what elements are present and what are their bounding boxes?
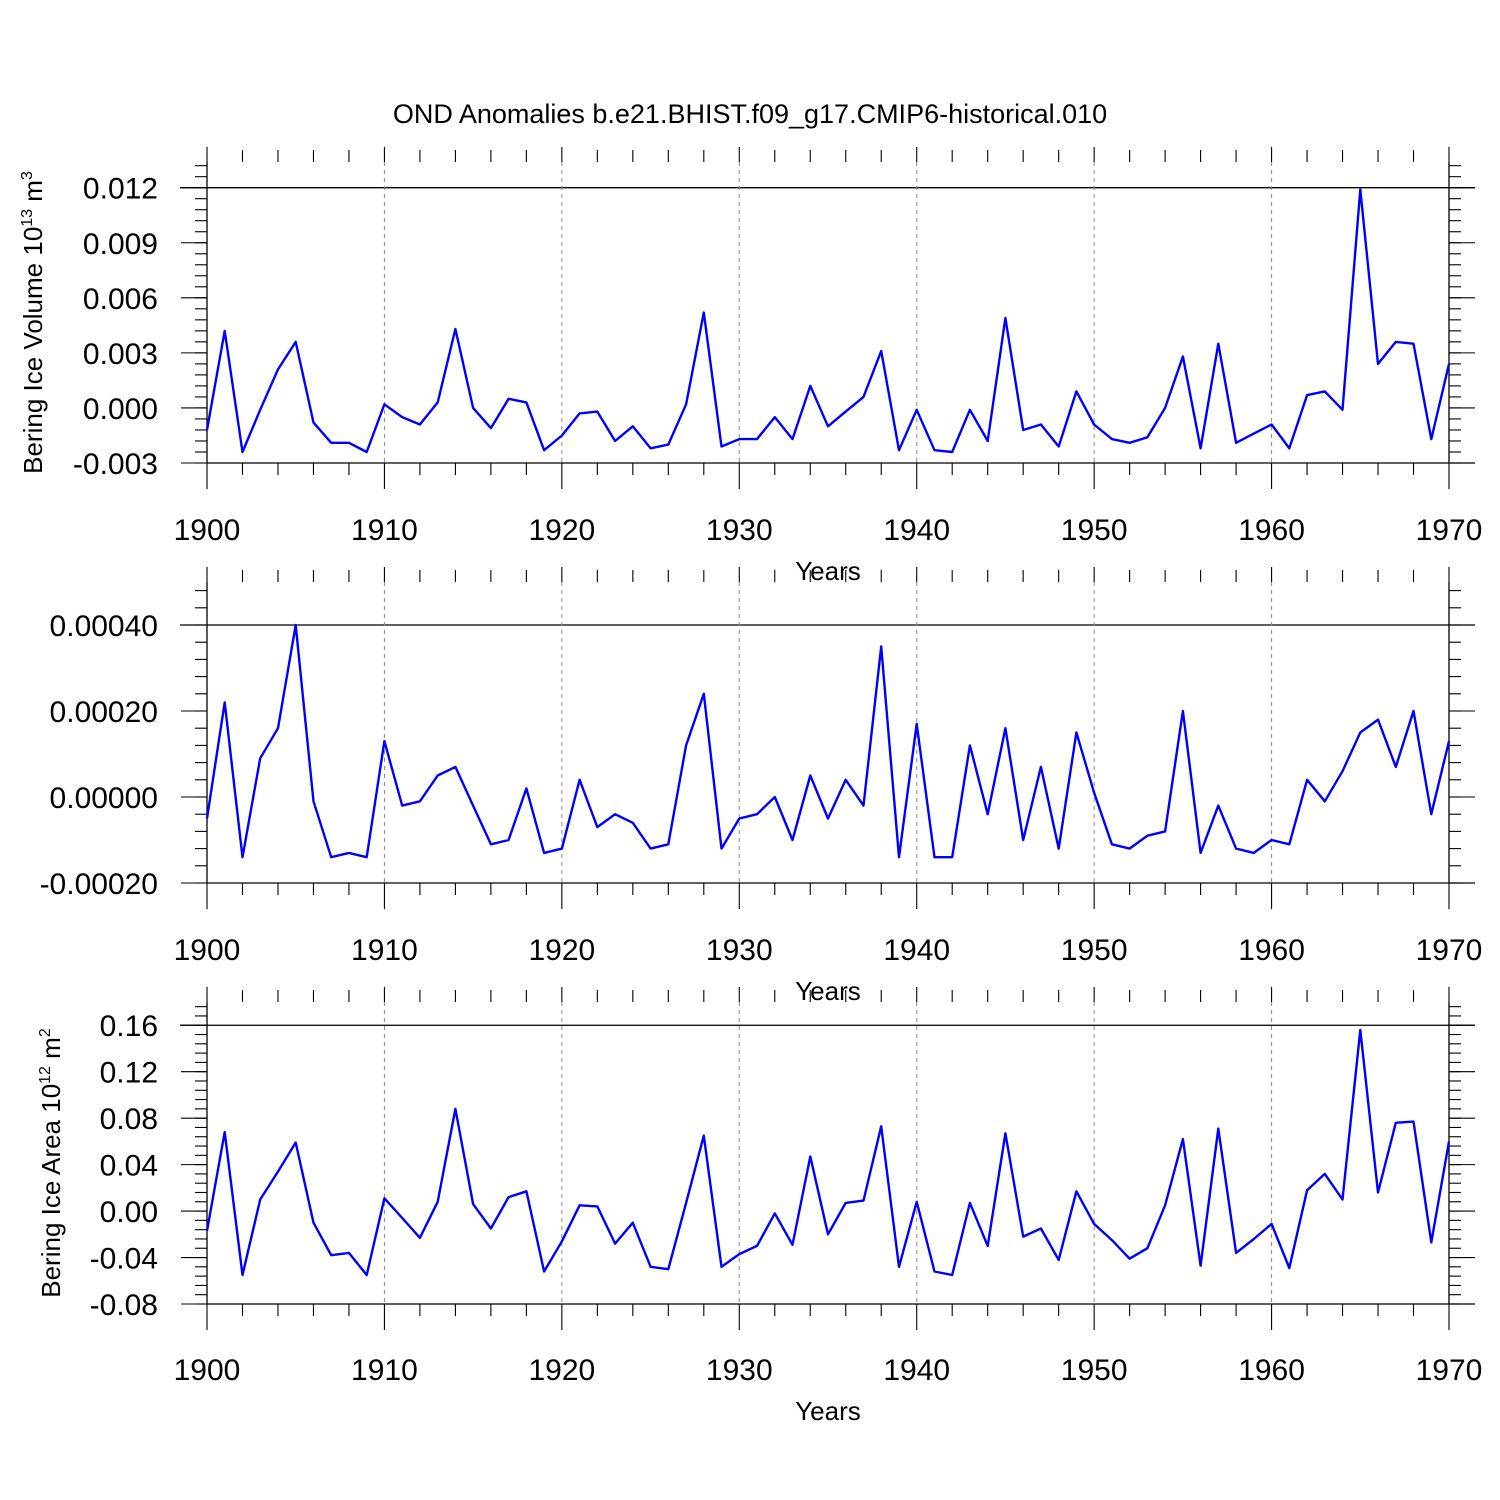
x-tick-label: 1930 xyxy=(706,934,773,967)
x-tick-label: 1950 xyxy=(1061,514,1128,547)
series-line xyxy=(205,623,1451,859)
y-tick-label: 0.00000 xyxy=(50,782,158,815)
y-axis-title-exp2: 3 xyxy=(19,171,36,180)
x-tick-label: 1970 xyxy=(1416,514,1483,547)
y-tick-label: 0.00040 xyxy=(50,610,158,643)
x-tick-label: 1970 xyxy=(1416,934,1483,967)
y-axis-title: Bering Ice Volume 1013 m3 xyxy=(18,171,48,474)
y-axis-title-exp1: 12 xyxy=(37,1066,54,1084)
x-tick-label: 1930 xyxy=(706,514,773,547)
y-tick-label: 0.12 xyxy=(100,1057,158,1090)
x-tick-label: 1940 xyxy=(883,514,950,547)
x-axis-title: Years xyxy=(795,976,861,1006)
y-tick-label: 0.04 xyxy=(100,1150,158,1183)
y-tick-label: 0.009 xyxy=(83,228,158,261)
y-axis-title-main: Bering Ice Volume 10 xyxy=(18,227,48,474)
x-tick-label: 1960 xyxy=(1238,1354,1305,1387)
x-tick-label: 1910 xyxy=(351,1354,418,1387)
series-line xyxy=(205,1028,1451,1277)
series-line xyxy=(205,188,1451,454)
y-tick-label: -0.08 xyxy=(90,1289,158,1322)
y-tick-label: 0.00020 xyxy=(50,696,158,729)
y-axis-title-unit: m xyxy=(18,180,48,209)
panel-2: 1900 1910 1920 1930 1940 1950 1960 1970 Years -0.… xyxy=(40,567,1483,1006)
x-tick-label: 1900 xyxy=(174,1354,241,1387)
y-tick-label: 0.006 xyxy=(83,283,158,316)
y-tick-label: 0.003 xyxy=(83,338,158,371)
x-tick-label: 1940 xyxy=(883,1354,950,1387)
x-tick-label: 1930 xyxy=(706,1354,773,1387)
y-tick-label: 0.16 xyxy=(100,1010,158,1043)
x-tick-label: 1940 xyxy=(883,934,950,967)
x-tick-label: 1900 xyxy=(174,514,241,547)
y-axis-title-exp2: 2 xyxy=(37,1028,54,1037)
y-axis-title-unit: m xyxy=(36,1037,66,1066)
y-axis-title-exp1: 13 xyxy=(19,209,36,227)
y-tick-label: 0.00 xyxy=(100,1196,158,1229)
x-tick-label: 1910 xyxy=(351,514,418,547)
x-tick-label: 1900 xyxy=(174,934,241,967)
x-tick-label: 1920 xyxy=(528,934,595,967)
y-tick-label: 0.08 xyxy=(100,1103,158,1136)
x-tick-label: 1950 xyxy=(1061,934,1128,967)
x-axis-title: Years xyxy=(795,556,861,586)
y-tick-label: 0.012 xyxy=(83,173,158,206)
panel-3: 1900 1910 1920 1930 1940 1950 1960 1970 Years -0.… xyxy=(36,987,1482,1426)
x-tick-label: 1960 xyxy=(1238,514,1305,547)
panels-group: 1900 1910 1920 1930 1940 1950 1960 1970 Years -0.… xyxy=(18,147,1483,1426)
chart-title: OND Anomalies b.e21.BHIST.f09_g17.CMIP6-… xyxy=(393,99,1107,129)
y-tick-label: -0.003 xyxy=(73,448,158,481)
x-tick-label: 1950 xyxy=(1061,1354,1128,1387)
panel-1: 1900 1910 1920 1930 1940 1950 1960 1970 Years -0.… xyxy=(18,147,1482,586)
y-axis-title: Bering Ice Area 1012 m2 xyxy=(36,1028,66,1298)
x-tick-label: 1910 xyxy=(351,934,418,967)
y-tick-label: -0.04 xyxy=(90,1243,158,1276)
x-axis-title: Years xyxy=(795,1396,861,1426)
y-tick-label: -0.00020 xyxy=(40,868,158,901)
x-tick-label: 1960 xyxy=(1238,934,1305,967)
y-axis-title-main: Bering Ice Area 10 xyxy=(36,1084,66,1298)
x-tick-label: 1920 xyxy=(528,514,595,547)
x-tick-label: 1970 xyxy=(1416,1354,1483,1387)
y-tick-label: 0.000 xyxy=(83,393,158,426)
x-tick-label: 1920 xyxy=(528,1354,595,1387)
